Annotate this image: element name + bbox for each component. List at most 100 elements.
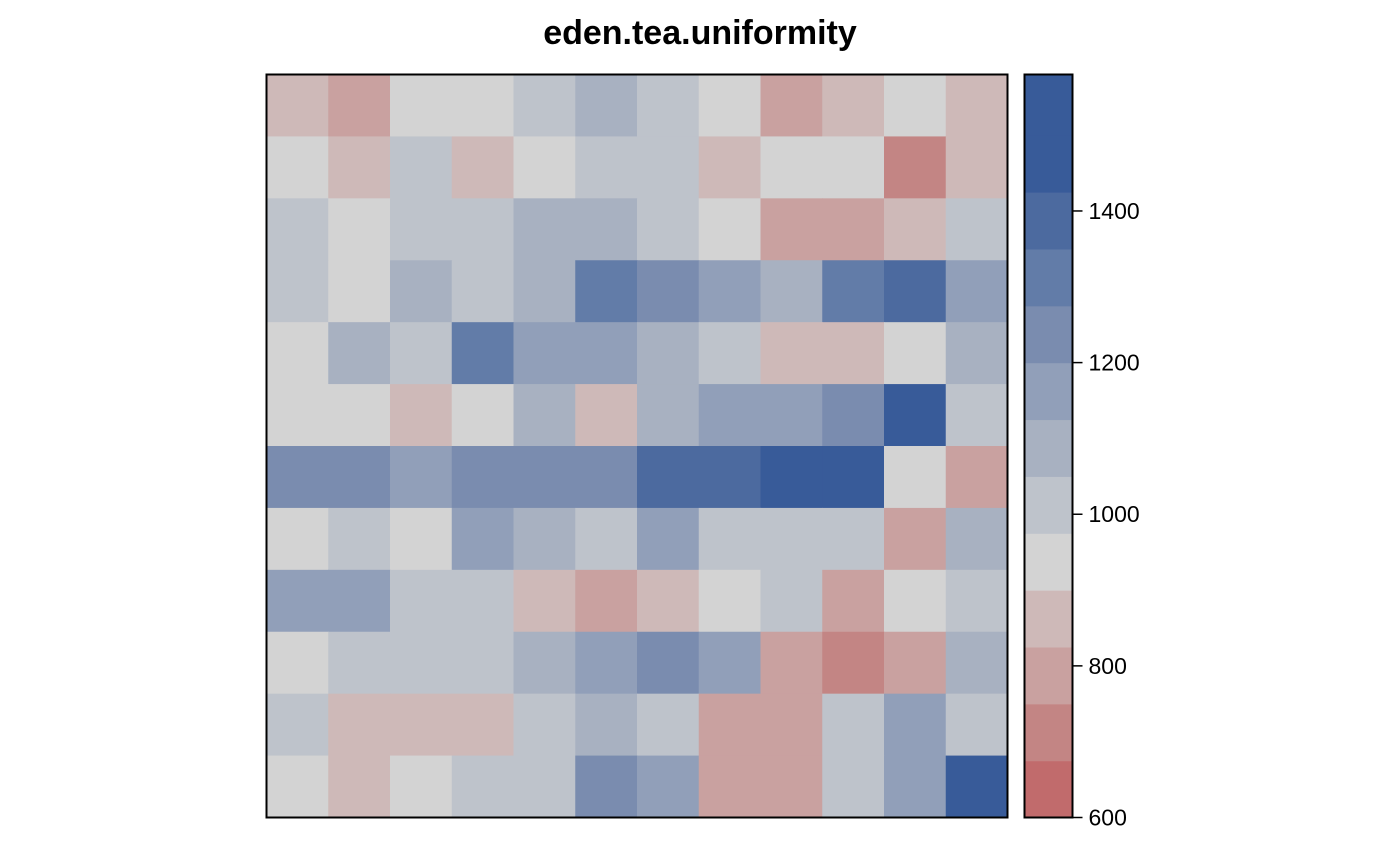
- colorbar-segment: [1024, 135, 1073, 193]
- heatmap-cell: [266, 198, 329, 261]
- heatmap-cell: [760, 631, 823, 695]
- heatmap-cell: [822, 322, 885, 385]
- heatmap-cell: [945, 198, 1009, 261]
- heatmap-cell: [390, 74, 453, 138]
- heatmap-cell: [698, 631, 762, 695]
- heatmap-cell: [513, 755, 576, 819]
- heatmap-cell: [328, 755, 391, 819]
- heatmap-cell: [822, 507, 885, 571]
- heatmap-cell: [637, 507, 700, 571]
- colorbar-segment: [1024, 760, 1073, 819]
- heatmap-cell: [266, 260, 329, 323]
- heatmap-cell: [575, 198, 638, 261]
- heatmap-cell: [390, 198, 453, 261]
- heatmap-cell: [513, 198, 576, 261]
- heatmap-cell: [451, 260, 515, 323]
- heatmap-cell: [390, 260, 453, 323]
- colorbar-segment: [1024, 419, 1073, 477]
- heatmap-cell: [328, 507, 391, 571]
- heatmap-cell: [760, 755, 823, 819]
- heatmap-cell: [575, 507, 638, 571]
- heatmap-cell: [451, 631, 515, 695]
- heatmap-cell: [822, 755, 885, 819]
- heatmap-cell: [451, 755, 515, 819]
- heatmap-cell: [390, 322, 453, 385]
- heatmap-cell: [760, 74, 823, 138]
- heatmap-cell: [822, 446, 885, 509]
- heatmap-cell: [884, 631, 947, 695]
- heatmap-cell: [575, 446, 638, 509]
- heatmap-cell: [637, 446, 700, 509]
- heatmap-cell: [884, 507, 947, 571]
- heatmap-cell: [884, 198, 947, 261]
- heatmap-cell: [451, 198, 515, 261]
- heatmap-cell: [637, 198, 700, 261]
- heatmap-cell: [451, 136, 515, 199]
- heatmap-cell: [760, 136, 823, 199]
- heatmap-cell: [451, 322, 515, 385]
- heatmap-cell: [328, 198, 391, 261]
- colorbar-segment: [1024, 646, 1073, 705]
- heatmap-cell: [575, 384, 638, 447]
- heatmap-cell: [575, 631, 638, 695]
- heatmap-cell: [513, 74, 576, 138]
- heatmap-cell: [822, 260, 885, 323]
- colorbar-border: [1023, 73, 1074, 819]
- heatmap-cell: [513, 260, 576, 323]
- heatmap-cell: [637, 693, 700, 757]
- heatmap-cell: [328, 693, 391, 757]
- heatmap-cell: [945, 507, 1009, 571]
- colorbar-segment: [1024, 533, 1073, 591]
- heatmap-cell: [760, 693, 823, 757]
- heatmap-cell: [575, 322, 638, 385]
- heatmap-cell: [760, 569, 823, 633]
- heatmap-cell: [760, 507, 823, 571]
- colorbar-ticks: 600 800 1000 1200 1400: [1072, 198, 1140, 831]
- heatmap-cell: [884, 136, 947, 199]
- heatmap-cell: [884, 322, 947, 385]
- heatmap-cell: [575, 693, 638, 757]
- heatmap-cell: [390, 446, 453, 509]
- heatmap-cell: [945, 631, 1009, 695]
- heatmap-cell: [266, 569, 329, 633]
- heatmap-cell: [451, 74, 515, 138]
- heatmap-cell: [884, 693, 947, 757]
- heatmap-cell: [328, 384, 391, 447]
- heatmap-cell: [513, 384, 576, 447]
- heatmap-cell: [451, 693, 515, 757]
- heatmap-cell: [451, 507, 515, 571]
- heatmap-cell: [698, 74, 762, 138]
- colorbar-segment: [1024, 248, 1073, 307]
- heatmap-cell: [575, 569, 638, 633]
- heatmap-cell: [328, 74, 391, 138]
- colorbar-segment: [1024, 305, 1073, 364]
- heatmap-cell: [698, 507, 762, 571]
- heatmap-cell: [698, 446, 762, 509]
- heatmap-cell: [884, 446, 947, 509]
- heatmap-cell: [390, 507, 453, 571]
- heatmap-cell: [945, 755, 1009, 819]
- colorbar-tick-label: 1400: [1089, 198, 1140, 224]
- heatmap-cell: [328, 136, 391, 199]
- colorbar-segment: [1024, 703, 1073, 762]
- heatmap-cell: [266, 322, 329, 385]
- heatmap-cell: [637, 322, 700, 385]
- heatmap-cell: [513, 446, 576, 509]
- heatmap-cell: [637, 384, 700, 447]
- heatmap-cell: [513, 631, 576, 695]
- heatmap-cell: [884, 74, 947, 138]
- heatmap-cell: [760, 384, 823, 447]
- heatmap-cell: [513, 322, 576, 385]
- heatmap-cell: [575, 136, 638, 199]
- heatmap-cell: [760, 260, 823, 323]
- heatmap-cell: [513, 507, 576, 571]
- colorbar-segment: [1024, 362, 1073, 421]
- heatmap-cell: [698, 569, 762, 633]
- heatmap-cell: [884, 260, 947, 323]
- heatmap-cell: [822, 631, 885, 695]
- heatmap-cell: [637, 74, 700, 138]
- heatmap-cell: [698, 198, 762, 261]
- heatmap-cell: [513, 136, 576, 199]
- heatmap-cell: [698, 755, 762, 819]
- heatmap-cell: [760, 446, 823, 509]
